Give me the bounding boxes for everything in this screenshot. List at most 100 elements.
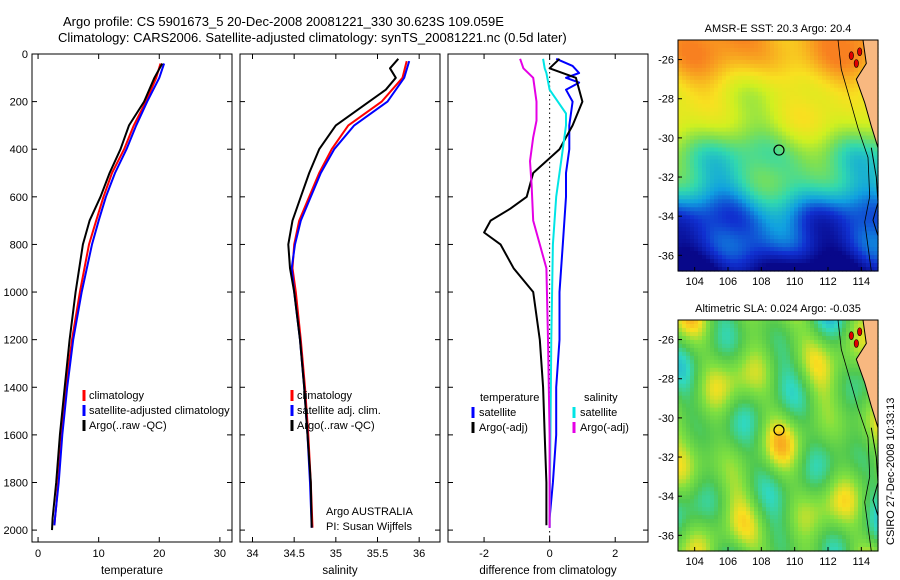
temperature-ytick-label: 1600 bbox=[4, 430, 28, 442]
sla_map-cell bbox=[754, 323, 759, 329]
sst_map-cell bbox=[682, 111, 687, 117]
sla_map-cell bbox=[854, 463, 859, 468]
sst_map-cell bbox=[718, 55, 723, 61]
sla_map-cell bbox=[810, 463, 815, 468]
sla_map-cell bbox=[762, 359, 767, 365]
sst_map-cell bbox=[814, 99, 819, 105]
sst_map-cell bbox=[830, 215, 835, 220]
sst_map-cell bbox=[714, 91, 719, 97]
sst_map-cell bbox=[770, 163, 775, 169]
sla_map-cell bbox=[806, 431, 811, 437]
sla_map-cell bbox=[734, 439, 739, 445]
sla_map-cell bbox=[726, 403, 731, 409]
sla_map-cell bbox=[818, 407, 823, 413]
sla_map-cell bbox=[838, 395, 843, 401]
sst_map-cell bbox=[842, 183, 847, 188]
sla_map-cell bbox=[850, 431, 855, 437]
sla_map-cell bbox=[786, 323, 791, 329]
sla_map-cell bbox=[794, 335, 799, 341]
sst_map-cell bbox=[830, 191, 835, 196]
sla_map-cell bbox=[738, 387, 743, 393]
sst_map-cell bbox=[706, 127, 711, 133]
sst_map-cell bbox=[818, 107, 823, 113]
sst_map-cell bbox=[806, 40, 811, 45]
sst_map-cell bbox=[822, 91, 827, 97]
sst_map-cell bbox=[838, 247, 843, 252]
sst_map-cell bbox=[690, 43, 695, 49]
sla_map-cell bbox=[842, 399, 847, 405]
sla_map-cell bbox=[850, 403, 855, 409]
sst_map-cell bbox=[850, 91, 855, 97]
sla_map-cell bbox=[678, 447, 683, 453]
sst_map-cell bbox=[846, 163, 851, 169]
sst_map-cell bbox=[754, 199, 759, 204]
sst_map-cell bbox=[738, 215, 743, 220]
sla_map-cell bbox=[734, 383, 739, 389]
sst_map-cell bbox=[738, 51, 743, 57]
sst_map-xtick-label: 106 bbox=[719, 276, 737, 288]
sst_map-cell bbox=[802, 87, 807, 93]
sla_map-cell bbox=[770, 375, 775, 381]
sst_map-cell bbox=[714, 195, 719, 200]
sst_map-cell bbox=[762, 147, 767, 153]
sst_map-cell bbox=[818, 203, 823, 208]
sst_map-cell bbox=[690, 207, 695, 212]
sla_map-cell bbox=[798, 443, 803, 449]
sst_map-cell bbox=[750, 47, 755, 53]
sst_map-cell bbox=[686, 195, 691, 200]
sst_map-cell bbox=[842, 155, 847, 161]
sla_map-cell bbox=[866, 403, 871, 409]
sst_map-cell bbox=[862, 167, 867, 173]
sla_map-cell bbox=[858, 335, 863, 341]
sst_map-cell bbox=[786, 167, 791, 173]
sla_map-cell bbox=[790, 439, 795, 445]
sst_map-cell bbox=[846, 167, 851, 173]
sst_map-cell bbox=[794, 63, 799, 69]
sla_map-cell bbox=[718, 463, 723, 468]
sst_map-cell bbox=[702, 40, 707, 45]
sst_map-cell bbox=[778, 115, 783, 121]
sst_map-cell bbox=[790, 103, 795, 109]
sla_map-cell bbox=[702, 415, 707, 421]
sst_map-cell bbox=[730, 191, 735, 196]
sla_map-cell bbox=[838, 463, 843, 468]
sst_map-cell bbox=[774, 103, 779, 109]
sst_map-cell bbox=[758, 67, 763, 73]
sst_map-cell bbox=[782, 63, 787, 69]
sla_map-cell bbox=[742, 411, 747, 417]
sst_map-cell bbox=[770, 55, 775, 61]
sst_map-cell bbox=[766, 171, 771, 177]
sla_map-cell bbox=[766, 427, 771, 433]
sst_map-cell bbox=[842, 251, 847, 256]
sst_map-cell bbox=[854, 55, 859, 61]
sst_map-cell bbox=[742, 99, 747, 105]
sst_map-cell bbox=[698, 167, 703, 173]
sst_map-cell bbox=[806, 235, 811, 240]
sla_map-cell bbox=[858, 379, 863, 385]
sla_map-cell bbox=[850, 435, 855, 441]
sst_map-cell bbox=[786, 235, 791, 240]
sla_map-cell bbox=[770, 455, 775, 460]
sst_map-cell bbox=[790, 235, 795, 240]
sst_map-cell bbox=[774, 255, 779, 260]
sst_map-cell bbox=[762, 215, 767, 220]
sst_map-cell bbox=[766, 139, 771, 145]
sst_map-cell bbox=[714, 107, 719, 113]
sla_map-cell bbox=[874, 427, 879, 433]
sst_map-cell bbox=[750, 143, 755, 149]
sst_map-cell bbox=[862, 179, 867, 184]
sla_map-cell bbox=[694, 335, 699, 341]
sst_map-cell bbox=[794, 203, 799, 208]
sst_map-cell bbox=[710, 167, 715, 173]
sst_map-cell bbox=[706, 263, 711, 268]
sst_map-cell bbox=[722, 183, 727, 188]
sla_map-cell bbox=[794, 435, 799, 441]
sst_map-cell bbox=[774, 139, 779, 145]
sst_map-cell bbox=[798, 63, 803, 69]
sla_map-cell bbox=[810, 415, 815, 421]
sst_map-cell bbox=[770, 167, 775, 173]
sla_map-cell bbox=[714, 415, 719, 421]
sst_map-cell bbox=[806, 243, 811, 248]
sst_map-cell bbox=[834, 223, 839, 228]
sst_map-cell bbox=[690, 259, 695, 264]
